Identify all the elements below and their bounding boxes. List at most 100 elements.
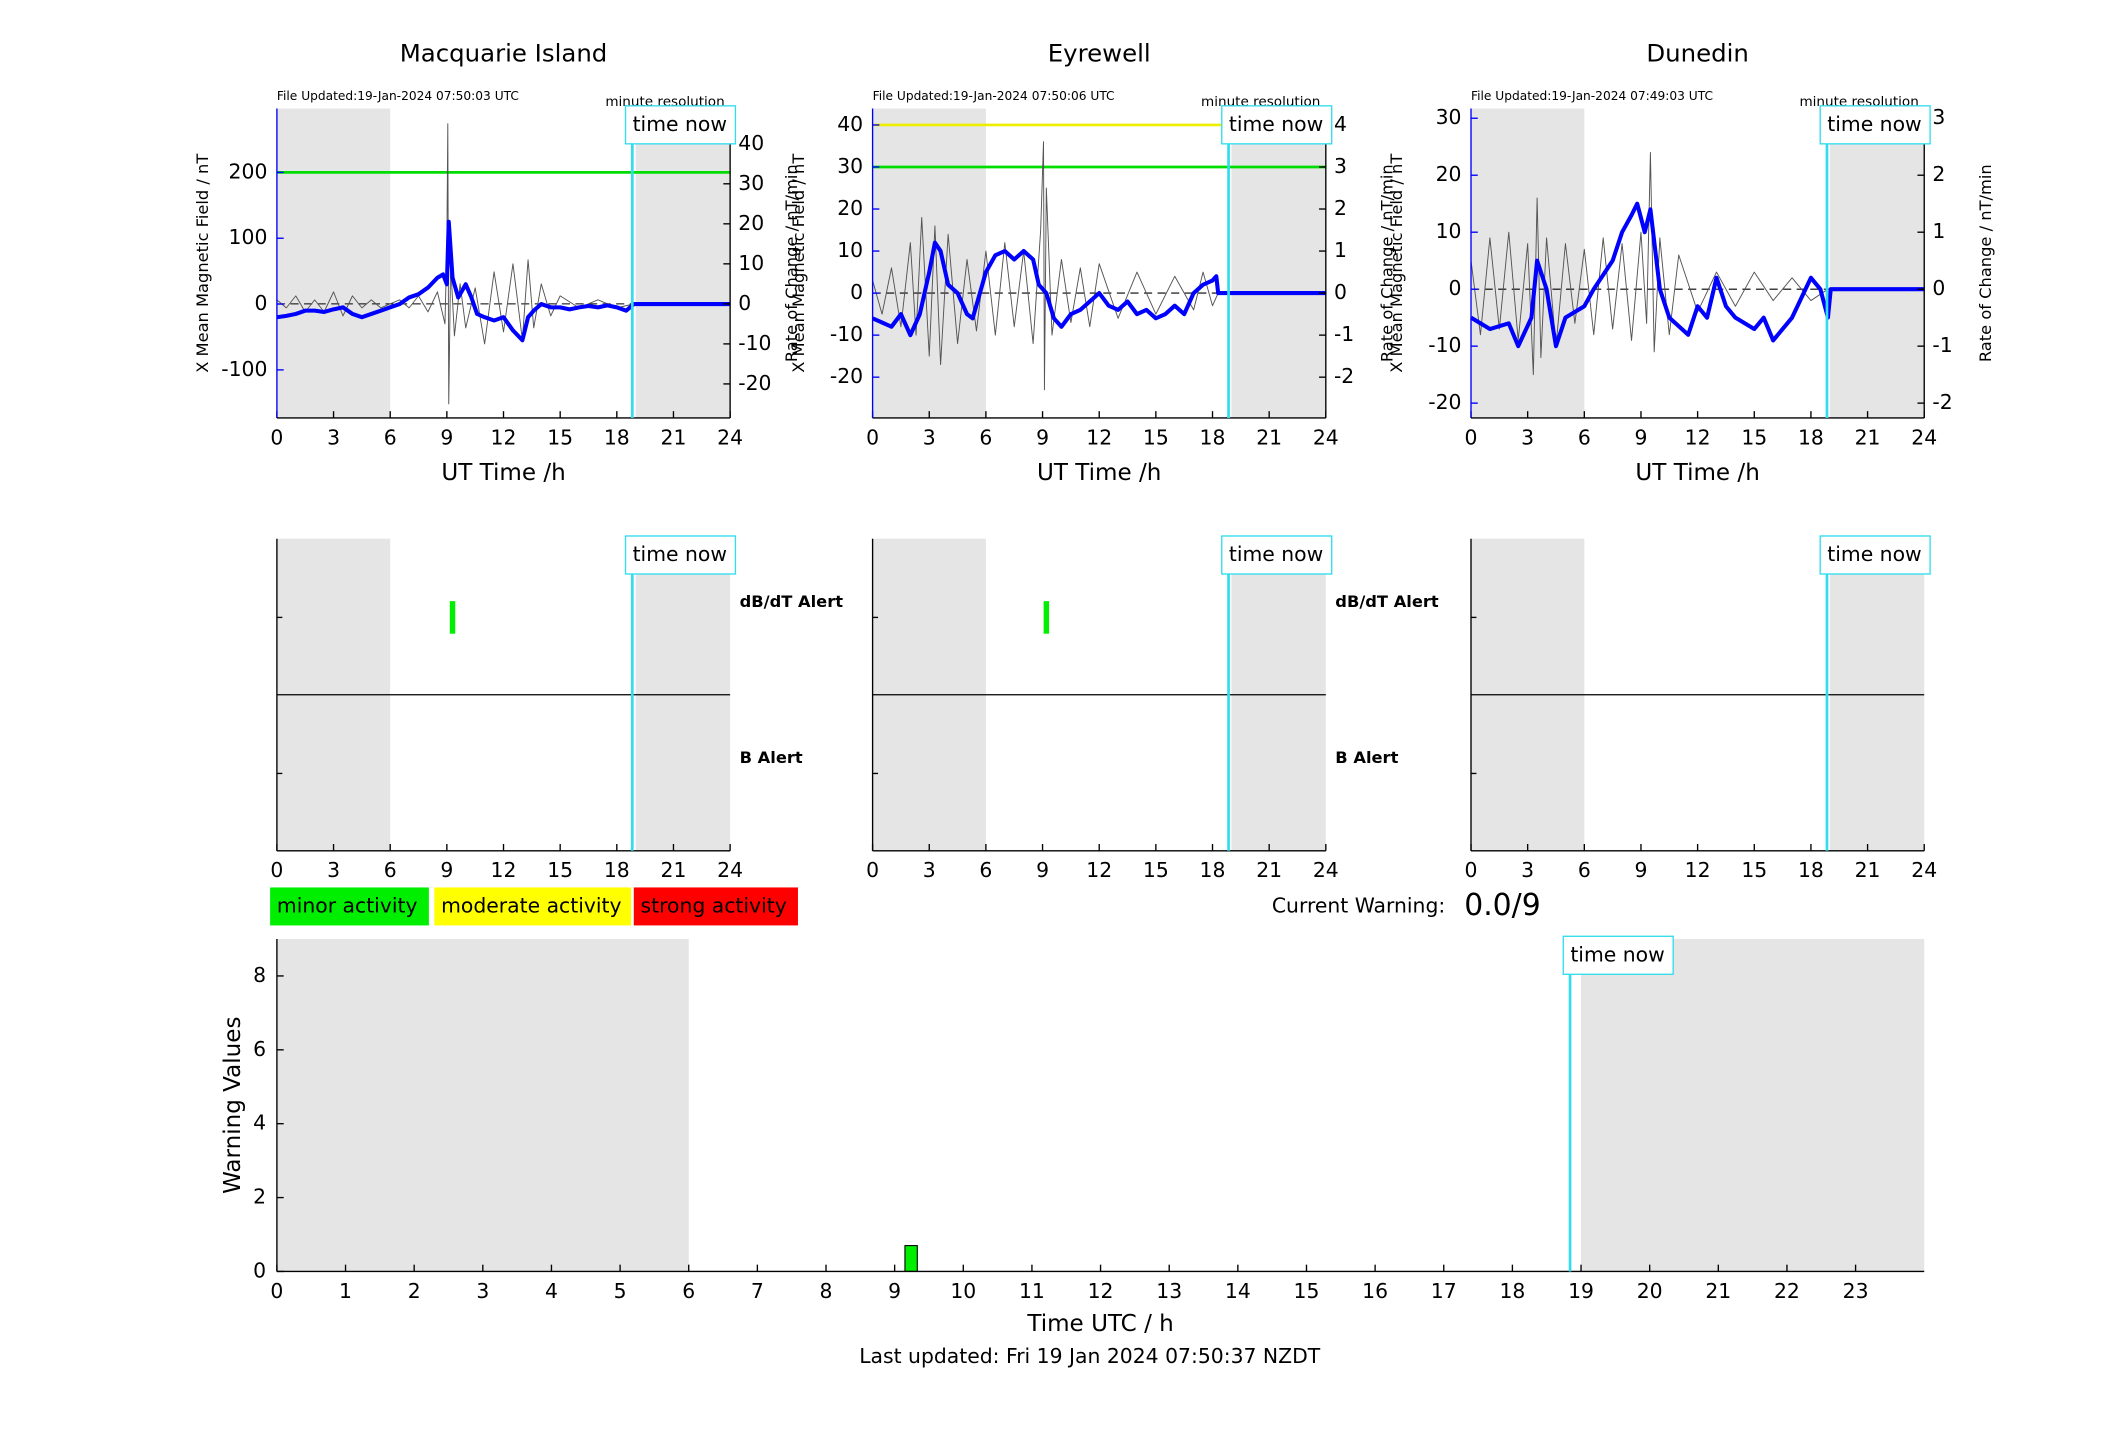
x-tick-label: 12 xyxy=(1086,425,1112,449)
dbdt-alert-label: dB/dT Alert xyxy=(1335,592,1439,611)
x-tick-label: 6 xyxy=(979,425,992,449)
y2-tick-label: 1 xyxy=(1334,238,1347,262)
x-tick-label: 6 xyxy=(384,858,397,882)
x-tick-label: 15 xyxy=(1294,1279,1320,1303)
y-tick-label: 40 xyxy=(837,112,863,136)
x-tick-label: 15 xyxy=(1741,425,1767,449)
y-tick-label: 100 xyxy=(229,225,268,249)
x-tick-label: 14 xyxy=(1225,1279,1251,1303)
shaded-period xyxy=(635,108,731,418)
x-tick-label: 12 xyxy=(1086,858,1112,882)
x-tick-label: 15 xyxy=(547,425,573,449)
x-tick-label: 21 xyxy=(1256,858,1282,882)
legend-swatch xyxy=(633,887,798,926)
y-tick-label: 4 xyxy=(253,1111,266,1135)
x-tick-label: 18 xyxy=(604,425,630,449)
y-tick-label: 0 xyxy=(253,1258,266,1282)
x-tick-label: 24 xyxy=(1313,425,1339,449)
field-line xyxy=(276,219,731,343)
x-axis-label: Time UTC / h xyxy=(1026,1311,1173,1337)
x-tick-label: 2 xyxy=(408,1279,421,1303)
y2-tick-label: 30 xyxy=(738,171,764,195)
y-axis-label: Warning Values xyxy=(220,1017,246,1194)
file-updated: File Updated:19-Jan-2024 07:49:03 UTC xyxy=(1471,89,1713,103)
y-tick-label: 20 xyxy=(837,196,863,220)
x-tick-label: 9 xyxy=(440,858,453,882)
time-now-box xyxy=(624,105,737,145)
x-tick-label: 17 xyxy=(1431,1279,1457,1303)
file-updated: File Updated:19-Jan-2024 07:50:03 UTC xyxy=(277,89,519,103)
time-now-label: time now xyxy=(1570,942,1664,966)
current-warning: 0.0/9 xyxy=(1464,888,1541,923)
y2-tick-label: 2 xyxy=(1334,196,1347,220)
shaded-period xyxy=(1829,108,1925,418)
x-tick-label: 22 xyxy=(1774,1279,1800,1303)
time-now-box xyxy=(1221,535,1333,575)
shaded-period xyxy=(276,108,391,418)
x-tick-label: 3 xyxy=(327,858,340,882)
x-tick-label: 12 xyxy=(1088,1279,1114,1303)
y2-tick-label: 0 xyxy=(1334,280,1347,304)
y-axis-label: X Mean Magnetic Field / nT xyxy=(193,154,212,373)
time-now-label: time now xyxy=(633,112,727,136)
x-tick-label: 24 xyxy=(1313,858,1339,882)
x-axis-label: UT Time /h xyxy=(1635,460,1759,486)
y-tick-label: -20 xyxy=(830,364,863,388)
x-tick-label: 24 xyxy=(1911,858,1937,882)
x-tick-label: 18 xyxy=(1200,858,1226,882)
time-now-label: time now xyxy=(633,542,727,566)
shaded-period xyxy=(1471,108,1585,418)
warning-bar xyxy=(904,1245,918,1272)
y2-tick-label: -1 xyxy=(1932,333,1952,357)
x-axis-label: UT Time /h xyxy=(1037,460,1161,486)
y2-tick-label: 2 xyxy=(1932,162,1945,186)
time-now-label: time now xyxy=(1229,112,1323,136)
alert-bar xyxy=(1043,601,1050,634)
x-tick-label: 0 xyxy=(270,858,283,882)
x-tick-label: 24 xyxy=(717,425,743,449)
y2-tick-label: -2 xyxy=(1932,390,1952,414)
y2-axis-label: Rate of Change / nT/min xyxy=(782,164,801,362)
time-now-box xyxy=(1221,105,1333,145)
y2-tick-label: -20 xyxy=(738,371,771,395)
x-tick-label: 3 xyxy=(1521,858,1534,882)
shaded-period xyxy=(1581,939,1925,1272)
dbdt-alert-label: dB/dT Alert xyxy=(740,592,844,611)
y-tick-label: 0 xyxy=(254,291,267,315)
x-tick-label: 9 xyxy=(888,1279,901,1303)
x-tick-label: 10 xyxy=(950,1279,976,1303)
x-tick-label: 9 xyxy=(1036,858,1049,882)
x-tick-label: 15 xyxy=(547,858,573,882)
x-tick-label: 0 xyxy=(270,425,283,449)
x-tick-label: 18 xyxy=(604,858,630,882)
chart-title: Eyrewell xyxy=(1048,38,1151,67)
y2-tick-label: -1 xyxy=(1334,322,1354,346)
time-now-label: time now xyxy=(1827,112,1921,136)
x-tick-label: 3 xyxy=(476,1279,489,1303)
field-line xyxy=(1469,201,1925,349)
file-updated: File Updated:19-Jan-2024 07:50:06 UTC xyxy=(873,89,1115,103)
x-tick-label: 0 xyxy=(270,1279,283,1303)
x-tick-label: 9 xyxy=(1634,425,1647,449)
shaded-period xyxy=(276,939,689,1272)
legend-label: strong activity xyxy=(641,893,787,917)
y-axis-label: X Mean Magnetic Field / nT xyxy=(1387,154,1406,373)
y-tick-label: 8 xyxy=(253,963,266,987)
chart-title: Macquarie Island xyxy=(400,38,608,67)
y2-tick-label: -2 xyxy=(1334,364,1354,388)
x-tick-label: 16 xyxy=(1362,1279,1388,1303)
y2-tick-label: 3 xyxy=(1334,154,1347,178)
x-tick-label: 9 xyxy=(1036,425,1049,449)
y-tick-label: 6 xyxy=(253,1037,266,1061)
y-tick-label: -10 xyxy=(1428,333,1461,357)
y-axis-label: X Mean Magnetic Field / nT xyxy=(789,154,808,373)
y2-tick-label: 20 xyxy=(738,211,764,235)
y2-tick-label: 3 xyxy=(1932,105,1945,129)
b-alert-label: B Alert xyxy=(740,748,803,767)
x-tick-label: 3 xyxy=(923,858,936,882)
alert-bar xyxy=(449,601,456,634)
x-tick-label: 21 xyxy=(661,425,687,449)
y2-tick-label: -10 xyxy=(738,331,771,355)
legend-label: minor activity xyxy=(277,893,418,917)
